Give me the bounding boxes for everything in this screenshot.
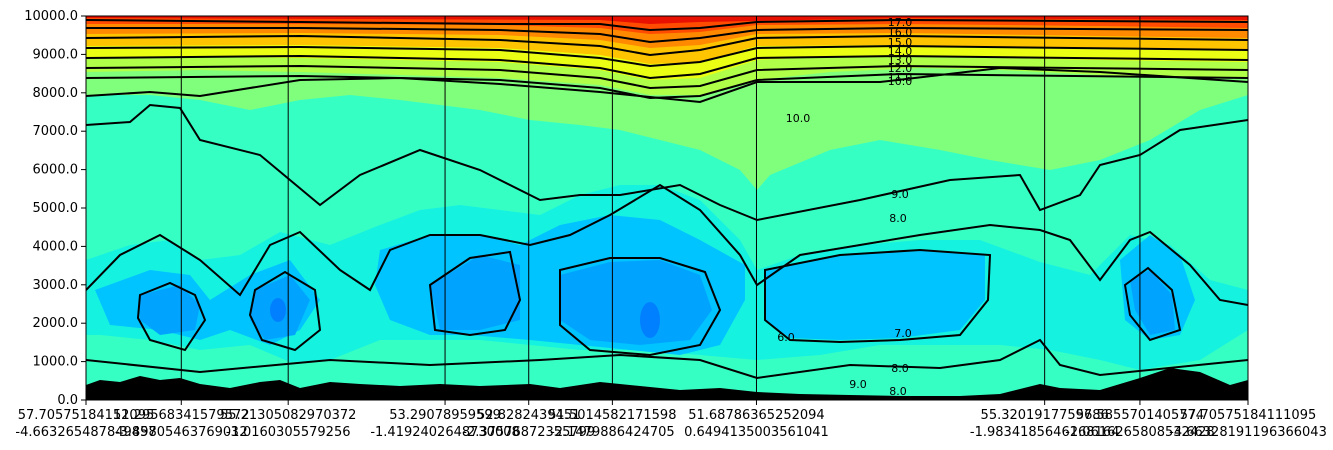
contour-label: 15.0	[888, 36, 913, 49]
contour-label: 8.0	[889, 212, 907, 225]
x-tick-label-top: 51.68786365252094	[688, 408, 824, 423]
contour-line-bottom	[86, 338, 1248, 380]
fill-band-17	[86, 16, 1248, 24]
plot-area	[86, 16, 1248, 400]
contour-line-17	[86, 18, 1248, 32]
y-tick-label: 10000.0	[24, 9, 78, 24]
contour-line-7c	[428, 250, 522, 337]
x-tick-label-bottom: -2.0616265808532428	[1065, 425, 1214, 440]
x-tick-label-top: 55.3201917759786	[981, 408, 1109, 423]
y-tick-label: 6000.0	[33, 163, 79, 178]
contour-label: 8.0	[889, 385, 907, 398]
x-tick-label-bottom: -1.9834185646168164	[970, 425, 1119, 440]
x-tick-label-top: 55.21305082970372	[220, 408, 356, 423]
x-tick-label-top: 57.70575184112095	[18, 408, 154, 423]
contour-label: 16.0	[888, 26, 913, 39]
contour-label: 7.0	[894, 327, 912, 340]
contour-line-14	[86, 44, 1248, 68]
contour-line-16	[86, 26, 1248, 44]
contour-label: 9.0	[891, 188, 909, 201]
fill-band-6-7	[140, 285, 200, 335]
y-tick-label: 3000.0	[33, 278, 79, 293]
fill-band-6-7d	[560, 260, 712, 345]
contour-label: 12.0	[888, 62, 913, 75]
fill-band-6-7c	[430, 255, 520, 330]
x-tick-label-top: 57.70575184111095	[1180, 408, 1316, 423]
contour-labels: 17.016.015.014.013.012.011.010.010.09.08…	[777, 16, 913, 398]
contour-line-10	[86, 66, 1248, 104]
x-tick-label-top: 53.29078959599	[389, 408, 501, 423]
contour-label: 13.0	[888, 54, 913, 67]
contour-label: 8.0	[891, 362, 909, 375]
contour-line-13	[86, 54, 1248, 80]
contour-label: 10.0	[888, 75, 913, 88]
y-tick-label: 0.0	[57, 393, 78, 408]
x-tick-label-bottom: -4.663265487849457	[15, 425, 156, 440]
x-tick-label-top: 52.8282439451	[477, 408, 580, 423]
y-tick-label: 8000.0	[33, 86, 79, 101]
y-tick-label: 4000.0	[33, 239, 79, 254]
contour-line-7b	[248, 270, 322, 352]
fill-band-6	[640, 302, 660, 338]
contour-label: 14.0	[888, 45, 913, 58]
contour-lines	[86, 18, 1248, 380]
fill-band-6-7e	[1130, 270, 1175, 335]
y-tick-label: 9000.0	[33, 47, 79, 62]
contour-line-7d	[559, 257, 722, 357]
contour-label: 9.0	[849, 378, 867, 391]
y-tick-label: 2000.0	[33, 316, 79, 331]
x-tick-label-bottom: -3.89805463769012	[115, 425, 248, 440]
x-tick-label-bottom: -4.66328191196366043	[1169, 425, 1327, 440]
fill-band-6b	[270, 298, 286, 322]
contour-line-9	[86, 103, 1248, 222]
x-tick-label-bottom: 0.6494135003561041	[684, 425, 829, 440]
x-axis: 57.70575184112095 -4.663265487849457 51.29…	[15, 400, 1327, 440]
contour-label: 11.0	[888, 71, 913, 84]
contour-line-8	[86, 183, 1248, 306]
x-tick-label-bottom: -2.37576872355799	[462, 425, 595, 440]
contour-line-7a	[136, 281, 207, 352]
terrain	[86, 368, 1248, 400]
y-tick-label: 5000.0	[33, 201, 79, 216]
x-tick-label-bottom: -2.1479886424705	[550, 425, 675, 440]
x-tick-label-bottom: -3.0160305579256	[226, 425, 351, 440]
y-axis: 0.0 1000.0 2000.0 3000.0 4000.0 5000.0 6000.0 7…	[24, 9, 86, 408]
y-tick-label: 1000.0	[33, 355, 79, 370]
x-tick-label-top: 51.29568341579572	[113, 408, 249, 423]
contour-line-12	[86, 64, 1248, 90]
contour-label: 6.0	[777, 331, 795, 344]
contour-line-7f	[1123, 266, 1182, 342]
contour-label: 17.0	[888, 16, 913, 29]
contour-label: 10.0	[786, 112, 811, 125]
x-tick-label-top: 51.5014582171598	[548, 408, 676, 423]
x-tick-label-top: 56.5855701405774	[1076, 408, 1204, 423]
y-tick-label: 7000.0	[33, 124, 79, 139]
contour-line-15	[86, 34, 1248, 57]
contour-line-7e	[764, 248, 992, 344]
section-lines	[180, 16, 1141, 400]
fill-band-7-8c	[765, 250, 985, 340]
x-tick-label-bottom: -1.4192402648730008	[370, 425, 519, 440]
